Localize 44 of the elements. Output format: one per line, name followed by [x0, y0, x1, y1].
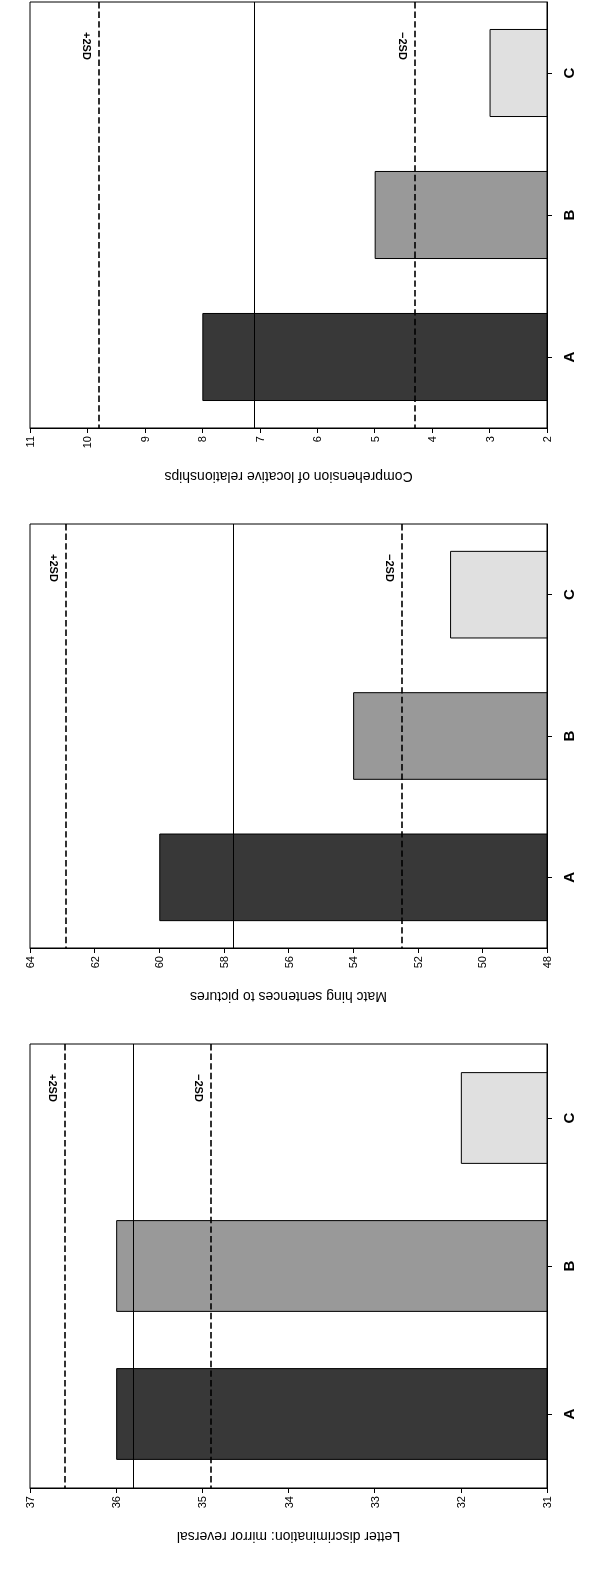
x-tick-label: 4 — [426, 436, 439, 443]
x-tick-label: 8 — [196, 436, 209, 443]
y-tick-label: C — [560, 589, 577, 601]
x-tick-label: 58 — [217, 956, 230, 969]
y-tick-label: A — [560, 351, 577, 363]
x-tick-label: 11 — [24, 436, 36, 448]
x-tick-label: 62 — [88, 956, 101, 969]
ref-line-label: −2SD — [397, 32, 410, 60]
y-tick-label: B — [560, 209, 577, 221]
x-axis-title: Matc hing sentences to pictures — [190, 989, 387, 1005]
ref-line-label: +2SD — [81, 32, 94, 60]
x-tick-label: 37 — [24, 1496, 36, 1509]
x-tick-label: 31 — [541, 1496, 553, 1509]
x-tick-label: 6 — [311, 436, 324, 443]
x-axis-title: Letter discrimination: mirror reversal — [176, 1529, 401, 1545]
x-tick-label: 2 — [541, 436, 553, 443]
x-tick-label: 10 — [81, 436, 94, 449]
x-tick-label: 34 — [282, 1496, 295, 1509]
ref-line-label: +2SD — [48, 554, 61, 582]
x-tick-label: 32 — [454, 1496, 467, 1509]
x-tick-label: 60 — [153, 956, 166, 969]
x-tick-label: 33 — [368, 1496, 381, 1509]
y-tick-label: C — [560, 1112, 577, 1124]
x-tick-label: 35 — [196, 1496, 209, 1509]
x-tick-label: 5 — [368, 436, 381, 443]
ref-line-label: −2SD — [384, 554, 397, 582]
x-tick-label: 9 — [138, 436, 151, 443]
y-tick-label: A — [560, 1408, 577, 1420]
ref-line-label: +2SD — [46, 1074, 59, 1102]
x-tick-label: 48 — [541, 956, 553, 969]
x-tick-label: 54 — [347, 956, 360, 969]
y-tick-label: B — [560, 1260, 577, 1272]
y-tick-label: A — [560, 871, 577, 883]
x-axis-title: Comprehension of locative relationships — [164, 469, 413, 485]
x-tick-label: 56 — [282, 956, 295, 969]
x-tick-label: 36 — [110, 1496, 123, 1509]
ref-line-label: −2SD — [193, 1074, 206, 1102]
x-tick-label: 50 — [476, 956, 489, 969]
x-tick-label: 7 — [253, 436, 266, 443]
y-tick-label: B — [560, 730, 577, 742]
x-tick-label: 3 — [483, 436, 496, 443]
y-tick-label: C — [560, 67, 577, 79]
x-tick-label: 52 — [411, 956, 424, 969]
x-tick-label: 64 — [24, 956, 36, 969]
